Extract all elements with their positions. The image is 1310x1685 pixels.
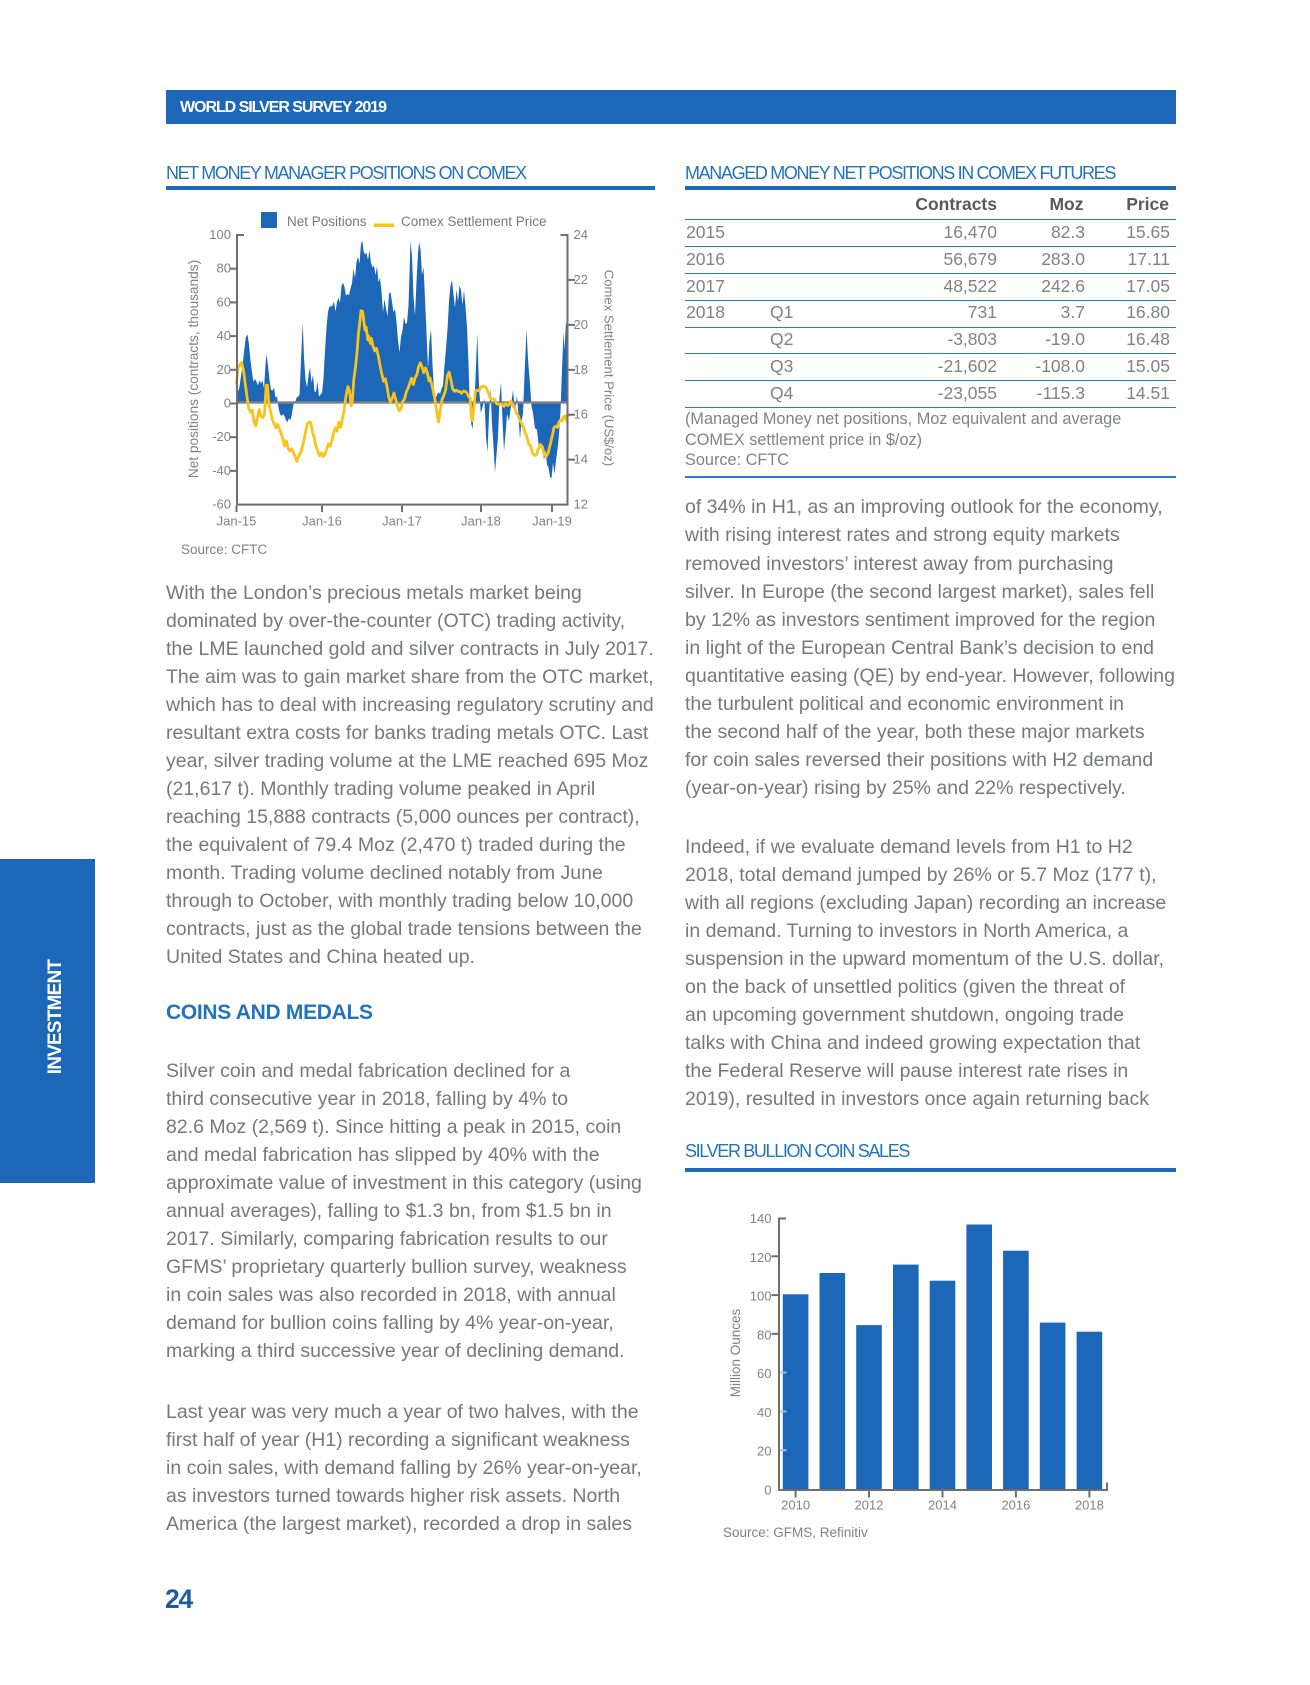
- svg-text:-20: -20: [212, 429, 231, 444]
- svg-text:Net Positions: Net Positions: [287, 214, 367, 229]
- svg-text:22: 22: [574, 272, 588, 287]
- svg-text:-60: -60: [212, 497, 231, 512]
- svg-text:2010: 2010: [781, 1498, 810, 1513]
- svg-text:Jan-19: Jan-19: [532, 514, 572, 529]
- svg-text:2016: 2016: [1001, 1498, 1030, 1513]
- svg-text:60: 60: [757, 1366, 771, 1381]
- svg-text:2018: 2018: [1075, 1498, 1104, 1513]
- svg-text:100: 100: [750, 1289, 772, 1304]
- svg-text:2014: 2014: [928, 1498, 957, 1513]
- svg-text:40: 40: [217, 328, 231, 343]
- svg-text:20: 20: [757, 1444, 771, 1459]
- svg-text:2012: 2012: [855, 1498, 884, 1513]
- svg-text:60: 60: [217, 294, 231, 309]
- svg-text:80: 80: [757, 1327, 771, 1342]
- svg-text:Million Ounces: Million Ounces: [728, 1308, 743, 1397]
- svg-text:-40: -40: [212, 463, 231, 478]
- svg-text:18: 18: [574, 362, 588, 377]
- svg-text:0: 0: [764, 1483, 771, 1498]
- svg-text:14: 14: [574, 452, 588, 467]
- svg-text:Jan-15: Jan-15: [217, 514, 257, 529]
- svg-text:20: 20: [217, 362, 231, 377]
- svg-text:140: 140: [750, 1211, 772, 1226]
- svg-text:Comex Settlement Price (US$/oz: Comex Settlement Price (US$/oz): [602, 270, 617, 466]
- svg-text:40: 40: [757, 1405, 771, 1420]
- svg-text:0: 0: [224, 396, 231, 411]
- svg-text:12: 12: [574, 497, 588, 512]
- svg-text:Jan-16: Jan-16: [302, 514, 342, 529]
- svg-text:20: 20: [574, 317, 588, 332]
- svg-text:100: 100: [209, 227, 231, 242]
- svg-text:80: 80: [217, 261, 231, 276]
- svg-text:Comex Settlement Price: Comex Settlement Price: [401, 214, 547, 229]
- svg-text:Jan-18: Jan-18: [461, 514, 501, 529]
- svg-text:16: 16: [574, 407, 588, 422]
- svg-text:120: 120: [750, 1250, 772, 1265]
- svg-text:Net positions (contracts, thou: Net positions (contracts, thousands): [186, 260, 201, 478]
- svg-text:24: 24: [574, 227, 588, 242]
- svg-text:Jan-17: Jan-17: [382, 514, 422, 529]
